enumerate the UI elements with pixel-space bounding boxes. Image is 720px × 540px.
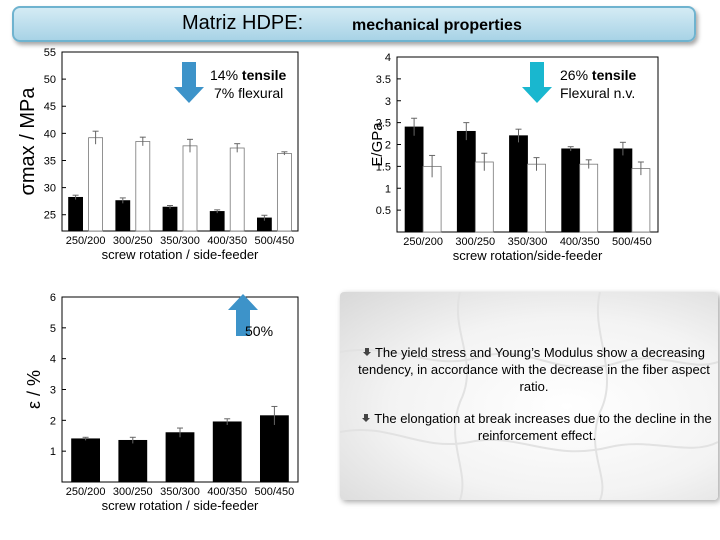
chart2-bar [579, 163, 599, 233]
chart1-annotation: 14% tensile 7% flexural [174, 62, 286, 103]
chart2-xlabel: screw rotation/side-feeder [453, 248, 603, 263]
chart3-ytick-label: 4 [50, 354, 56, 366]
arrow-up-icon [228, 294, 258, 336]
chart2-bar [613, 148, 633, 233]
chart1-xtick-label: 250/200 [66, 235, 106, 247]
chart2-bar [404, 126, 424, 233]
chart2-xtick-label: 250/200 [403, 236, 443, 248]
chart3-annotation: 50% [228, 294, 273, 339]
chart1-ytick-label: 45 [44, 101, 56, 113]
chart1-plot-frame [61, 51, 299, 232]
chart2-ytick-label: 4 [385, 52, 391, 64]
chart2-bar [527, 163, 546, 233]
chart-elongation: 1 2 3 4 5 6 250/200 300/250 350/300 400/350 500/45… [24, 292, 299, 513]
chart2-annotation-line2: Flexural n.v. [560, 85, 635, 101]
chart3-xtick-label: 300/250 [113, 486, 153, 498]
chart2-xtick-label: 350/300 [508, 236, 548, 248]
chart2-annotation: 26% tensile Flexural n.v. [522, 62, 636, 103]
chart3-xtick-label: 250/200 [66, 486, 106, 498]
chart3-bar [259, 415, 289, 483]
bullet-2: The elongation at break increases due to… [362, 410, 712, 444]
chart1-bar [135, 141, 151, 232]
chart-youngs-modulus: 0.5 1 1.5 2 2.5 3 3.5 4 250/200 300/250 350/300 400… [369, 52, 659, 263]
bullet-arrow-icon [362, 409, 371, 422]
chart3-xtick-label: 500/450 [255, 486, 295, 498]
chart2-ytick-label: 0.5 [376, 205, 391, 217]
chart2-bar [474, 161, 494, 233]
chart3-bar [212, 421, 242, 483]
chart3-ytick-label: 2 [50, 415, 56, 427]
chart3-bar [118, 439, 148, 483]
chart2-xtick-label: 500/450 [612, 236, 652, 248]
chart1-bar [276, 153, 292, 232]
arrow-down-icon [522, 62, 552, 103]
chart1-ytick-label: 25 [44, 210, 56, 222]
chart2-ytick-label: 1.5 [376, 161, 391, 173]
chart3-xlabel: screw rotation / side-feeder [102, 498, 259, 513]
chart2-xtick-label: 300/250 [455, 236, 495, 248]
chart3-bar [165, 432, 195, 483]
chart1-annotation-line2: 7% flexural [214, 85, 283, 101]
chart3-ytick-label: 1 [50, 446, 56, 458]
chart2-ytick-label: 1 [385, 183, 391, 195]
chart2-xtick-label: 400/350 [560, 236, 600, 248]
page-title: Matriz HDPE: [182, 12, 304, 34]
chart3-xtick-label: 400/350 [207, 486, 247, 498]
chart1-ytick-label: 50 [44, 74, 56, 86]
chart1-ylabel: σmax / MPa [17, 87, 39, 196]
chart2-ytick-label: 2 [385, 140, 391, 152]
chart1-xlabel: screw rotation / side-feeder [102, 247, 259, 262]
chart1-bar [229, 147, 245, 232]
chart1-ytick-label: 55 [44, 47, 56, 59]
chart1-bar [182, 145, 198, 232]
chart2-ytick-label: 2.5 [376, 118, 391, 130]
chart2-bar [456, 130, 476, 233]
chart1-xtick-label: 400/350 [207, 235, 247, 247]
bullet-2-text: The elongation at break increases due to… [374, 411, 712, 443]
chart1-xtick-label: 350/300 [160, 235, 200, 247]
chart2-bar [631, 168, 651, 233]
chart1-bar [209, 211, 225, 232]
puzzle-texture [340, 292, 718, 500]
chart3-annotation-label: 50% [245, 323, 273, 339]
chart-tensile-strength: 25 30 35 40 45 50 55 250/200 300/250 350/300 400/3… [17, 47, 299, 262]
chart1-bar [88, 137, 103, 232]
chart1-xtick-label: 300/250 [113, 235, 153, 247]
chart2-bar [509, 135, 528, 233]
chart3-ytick-label: 6 [50, 292, 56, 304]
chart2-annotation-line1: 26% tensile [560, 67, 636, 83]
bullet-1-text: The yield stress and Young’s Modulus sho… [358, 345, 710, 394]
bullet-1: The yield stress and Young’s Modulus sho… [354, 344, 714, 395]
chart1-annotation-line1: 14% tensile [210, 67, 286, 83]
page-subtitle: mechanical properties [352, 17, 522, 34]
chart3-ylabel: ε / % [24, 370, 44, 409]
chart3-ytick-label: 5 [50, 323, 56, 335]
chart1-bar [162, 206, 178, 232]
chart2-bar [561, 148, 581, 233]
chart1-ytick-label: 30 [44, 183, 56, 195]
chart2-ytick-label: 3 [385, 96, 391, 108]
chart3-bar [71, 438, 100, 483]
chart1-ytick-label: 35 [44, 155, 56, 167]
chart2-ylabel: E/GPa [369, 122, 386, 167]
bullet-arrow-icon [362, 343, 371, 356]
chart2-ytick-label: 3.5 [376, 74, 391, 86]
title-bar: Matriz HDPE: mechanical properties [12, 6, 696, 42]
chart1-ytick-label: 40 [44, 128, 56, 140]
conclusions-panel: The yield stress and Young’s Modulus sho… [340, 292, 718, 500]
chart3-ytick-label: 3 [50, 385, 56, 397]
arrow-down-icon [174, 62, 204, 103]
chart1-bar [68, 196, 83, 232]
chart1-bar [115, 200, 131, 232]
chart1-xtick-label: 500/450 [255, 235, 295, 247]
chart3-xtick-label: 350/300 [160, 486, 200, 498]
